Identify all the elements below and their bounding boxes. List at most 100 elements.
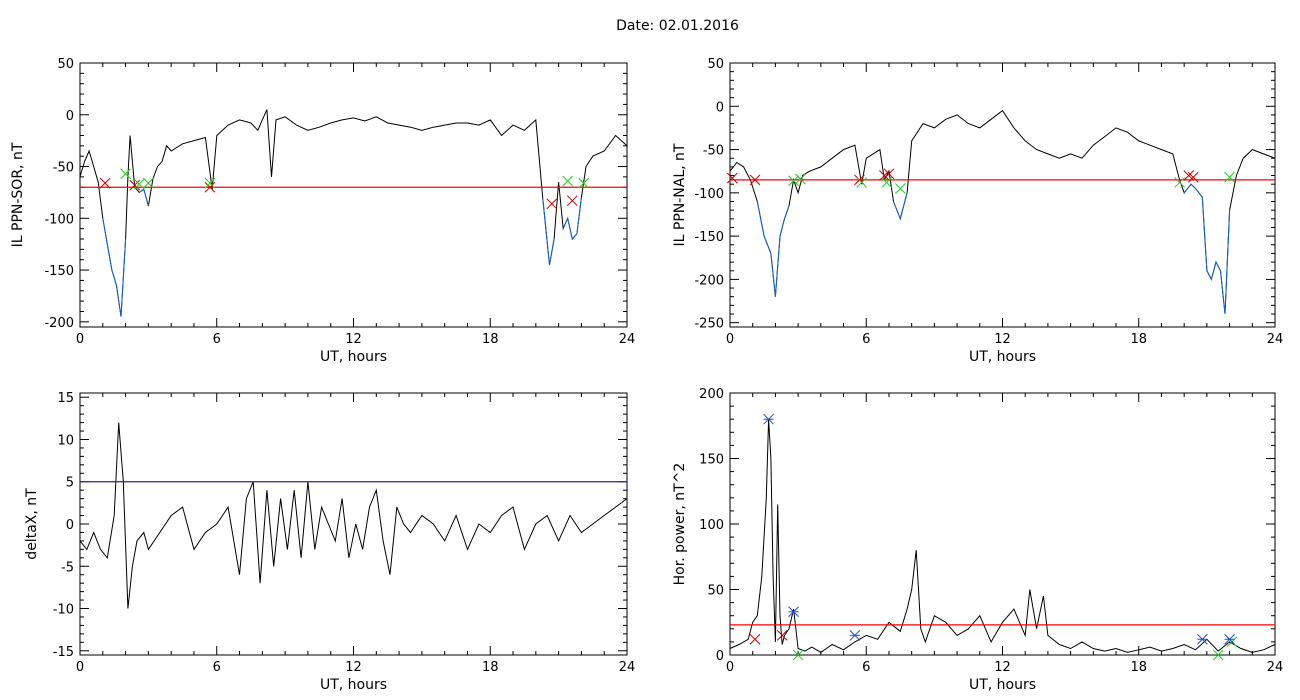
y-tick-label: 100 xyxy=(699,518,724,533)
y-tick-label: -200 xyxy=(44,316,74,331)
marker-red xyxy=(566,195,578,207)
marker-green xyxy=(578,177,590,189)
marker-red xyxy=(726,172,738,184)
y-tick-label: -250 xyxy=(694,317,724,332)
y-tick-label: -5 xyxy=(61,560,74,575)
x-tick-label: 24 xyxy=(1267,332,1284,347)
x-tick-label: 0 xyxy=(726,660,734,675)
marker-green xyxy=(143,177,154,189)
x-tick-label: 12 xyxy=(994,332,1011,347)
x-tick-label: 6 xyxy=(213,660,221,675)
x-tick-label: 0 xyxy=(76,660,84,675)
y-tick-label: -10 xyxy=(53,603,74,618)
y-tick-label: 10 xyxy=(57,433,74,448)
series-line xyxy=(79,109,628,317)
y-tick-label: -50 xyxy=(703,144,724,159)
x-tick-label: 12 xyxy=(994,660,1011,675)
y-axis-label: Hor. power, nT^2 xyxy=(672,463,688,586)
y-tick-label: -150 xyxy=(44,264,74,279)
x-tick-label: 6 xyxy=(862,660,870,675)
y-tick-label: 0 xyxy=(716,649,724,664)
x-tick-label: 24 xyxy=(1267,660,1284,675)
y-axis-label: deltaX, nT xyxy=(24,488,40,560)
y-tick-label: 5 xyxy=(66,476,74,491)
marker-green xyxy=(792,649,804,661)
x-tick-label: 24 xyxy=(619,332,636,347)
y-axis-label: IL PPN-SOR, nT xyxy=(10,142,26,247)
panel-ppn-nal: 0 6 12 18 24 -250 -200 -150 -100 -50 0 50 UT, hours I… xyxy=(672,57,1283,365)
marker-red xyxy=(776,629,788,641)
marker-blue xyxy=(849,629,861,641)
series-line xyxy=(729,419,1276,653)
marker-blue xyxy=(763,413,774,425)
x-tick-label: 18 xyxy=(482,660,499,675)
marker-red xyxy=(883,168,895,180)
x-tick-label: 18 xyxy=(1130,332,1147,347)
marker-green xyxy=(1224,171,1235,183)
y-tick-label: -15 xyxy=(53,645,74,660)
panel-hor-power: 0 6 12 18 24 0 50 100 150 200 UT, hours Hor. power,… xyxy=(672,387,1283,693)
y-tick-label: -50 xyxy=(53,161,74,176)
marker-green xyxy=(881,177,893,188)
x-tick-label: 6 xyxy=(213,332,221,347)
marker-green xyxy=(894,183,906,194)
plot-frame xyxy=(79,392,628,656)
series-line xyxy=(79,422,628,609)
marker-green xyxy=(795,173,806,185)
marker-green xyxy=(120,168,131,180)
x-axis-label: UT, hours xyxy=(969,677,1036,693)
marker-blue xyxy=(1196,633,1208,645)
series-highlight xyxy=(102,188,582,317)
marker-green xyxy=(788,175,799,187)
marker-green xyxy=(856,177,868,188)
marker-green xyxy=(133,178,145,190)
x-tick-label: 12 xyxy=(345,660,362,675)
plot-frame xyxy=(729,392,1276,656)
series-highlight xyxy=(756,183,1231,315)
y-tick-label: 50 xyxy=(707,57,724,72)
y-tick-label: -200 xyxy=(694,273,724,288)
marker-red xyxy=(129,179,141,191)
marker-green xyxy=(1174,177,1185,188)
y-tick-label: 50 xyxy=(57,57,74,72)
y-tick-label: -150 xyxy=(694,230,724,245)
marker-green xyxy=(1212,649,1224,661)
y-axis-label: IL PPN-NAL, nT xyxy=(672,143,688,246)
marker-red xyxy=(749,633,761,645)
y-tick-label: 0 xyxy=(66,109,74,124)
marker-green xyxy=(562,175,574,187)
x-tick-label: 12 xyxy=(345,332,362,347)
marker-blue xyxy=(788,606,799,618)
y-tick-label: 0 xyxy=(716,100,724,115)
y-tick-label: 150 xyxy=(699,453,724,468)
panel-deltax: 0 6 12 18 24 -15 -10 -5 0 5 10 15 UT, hours deltaX, n… xyxy=(24,391,635,693)
x-tick-label: 24 xyxy=(619,660,636,675)
marker-red xyxy=(99,177,111,189)
x-tick-label: 18 xyxy=(1130,660,1147,675)
plot-frame xyxy=(729,62,1276,328)
marker-green xyxy=(204,177,216,189)
marker-red xyxy=(546,198,558,210)
series-line xyxy=(729,109,1276,315)
y-tick-label: -100 xyxy=(44,212,74,227)
x-axis-label: UT, hours xyxy=(320,677,387,693)
figure-title: Date: 02.01.2016 xyxy=(616,18,739,34)
x-axis-label: UT, hours xyxy=(969,349,1036,365)
y-tick-label: 50 xyxy=(707,584,724,599)
marker-blue xyxy=(1224,633,1235,645)
x-tick-label: 0 xyxy=(726,332,734,347)
marker-red xyxy=(1187,171,1199,183)
marker-red xyxy=(749,174,761,186)
y-tick-label: 0 xyxy=(66,518,74,533)
x-tick-label: 6 xyxy=(862,332,870,347)
y-tick-label: 200 xyxy=(699,387,724,402)
y-tick-label: 15 xyxy=(57,391,74,406)
x-axis-label: UT, hours xyxy=(320,349,387,365)
x-tick-label: 0 xyxy=(76,332,84,347)
x-tick-label: 18 xyxy=(482,332,499,347)
panel-ppn-sor: 0 6 12 18 24 -200 -150 -100 -50 0 50 UT, hours IL PP… xyxy=(10,57,635,365)
y-tick-label: -100 xyxy=(694,187,724,202)
plot-frame xyxy=(79,62,628,328)
marker-red xyxy=(204,181,216,193)
